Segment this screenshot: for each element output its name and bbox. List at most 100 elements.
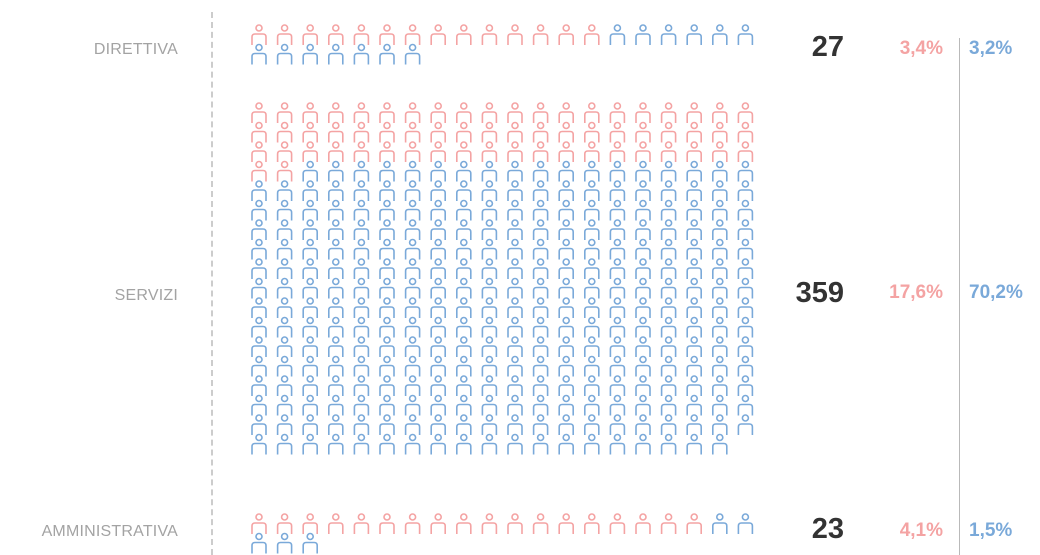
person-icon-women-direttiva [584, 24, 600, 45]
person-icon-men-direttiva [737, 24, 754, 45]
person-icon-men-servizi [456, 433, 472, 455]
pct-men-servizi: 70,2% [969, 282, 1023, 303]
person-icon-men-servizi [712, 277, 728, 299]
person-icon-men-servizi [507, 160, 523, 182]
person-icon-men-servizi [507, 199, 523, 221]
person-icon-men-servizi [302, 355, 318, 377]
person-icon-men-servizi [379, 180, 395, 201]
person-icon-men-servizi [712, 297, 728, 318]
person-icon-men-servizi [686, 160, 702, 182]
person-icon-women-servizi [251, 160, 267, 182]
person-icon-men-servizi [737, 160, 754, 182]
person-icon-men-servizi [302, 219, 318, 240]
person-icon-women-servizi [481, 141, 498, 162]
person-icon-women-amministrativa [507, 513, 523, 534]
person-icon-women-servizi [251, 121, 267, 143]
person-icon-men-servizi [558, 160, 574, 182]
person-icon-men-servizi [302, 180, 318, 201]
person-icon-men-servizi [251, 238, 267, 260]
person-icon-men-servizi [712, 316, 728, 338]
person-icon-men-servizi [584, 199, 600, 221]
person-icon-men-servizi [660, 219, 677, 240]
person-icon-men-servizi [251, 394, 267, 416]
person-icon-men-servizi [353, 394, 370, 416]
person-icon-women-amministrativa [660, 513, 677, 534]
person-icon-men-amministrativa [737, 513, 754, 534]
person-icon-men-servizi [481, 180, 498, 201]
person-icon-men-servizi [353, 297, 370, 318]
person-icon-women-servizi [635, 102, 651, 123]
person-icon-men-direttiva [609, 24, 626, 45]
person-icon-women-servizi [532, 102, 549, 123]
person-icon-women-servizi [456, 121, 472, 143]
person-icon-men-servizi [481, 336, 498, 357]
person-icon-women-amministrativa [481, 513, 498, 534]
total-amministrativa: 23 [811, 513, 844, 545]
person-icon-women-servizi [507, 121, 523, 143]
person-icon-men-servizi [251, 316, 267, 338]
person-icon-men-servizi [430, 297, 446, 318]
person-icon-men-direttiva [635, 24, 651, 45]
person-icon-men-amministrativa [276, 532, 293, 554]
person-icon-women-servizi [328, 141, 344, 162]
person-icon-men-servizi [251, 375, 267, 396]
person-icon-men-servizi [635, 238, 651, 260]
person-icon-men-servizi [481, 199, 498, 221]
person-icon-men-servizi [404, 297, 421, 318]
person-icon-women-servizi [660, 102, 677, 123]
person-icon-men-servizi [507, 336, 523, 357]
person-icon-men-servizi [276, 297, 293, 318]
person-icon-women-servizi [251, 102, 267, 123]
person-icon-women-servizi [635, 121, 651, 143]
person-icon-men-servizi [532, 258, 549, 279]
person-icon-women-servizi [276, 141, 293, 162]
person-icon-men-servizi [276, 336, 293, 357]
person-icon-men-servizi [712, 258, 728, 279]
person-icon-men-servizi [456, 219, 472, 240]
person-icon-men-servizi [353, 336, 370, 357]
person-icon-women-servizi [430, 141, 446, 162]
person-icon-men-servizi [532, 180, 549, 201]
person-icon-men-servizi [532, 394, 549, 416]
person-icon-men-servizi [404, 433, 421, 455]
person-icon-men-servizi [660, 336, 677, 357]
person-icon-men-servizi [609, 414, 626, 435]
person-icon-women-servizi [404, 121, 421, 143]
person-icon-men-servizi [276, 433, 293, 455]
person-icon-men-servizi [635, 258, 651, 279]
person-icon-women-servizi [430, 121, 446, 143]
person-icon-men-servizi [532, 316, 549, 338]
person-icon-men-servizi [379, 336, 395, 357]
person-icon-men-servizi [481, 238, 498, 260]
person-icon-men-servizi [481, 375, 498, 396]
person-icon-women-servizi [660, 121, 677, 143]
person-icon-men-servizi [532, 414, 549, 435]
person-icon-men-direttiva [686, 24, 702, 45]
person-icon-men-direttiva [328, 43, 344, 65]
person-icon-men-servizi [404, 355, 421, 377]
person-icon-women-direttiva [251, 24, 267, 45]
person-icon-women-amministrativa [558, 513, 574, 534]
person-icon-men-servizi [558, 297, 574, 318]
person-icon-men-servizi [737, 414, 754, 435]
person-icon-men-servizi [532, 336, 549, 357]
person-icon-men-servizi [456, 316, 472, 338]
person-icon-men-servizi [712, 219, 728, 240]
person-icon-women-amministrativa [251, 513, 267, 534]
person-icon-men-servizi [328, 199, 344, 221]
person-icon-men-servizi [635, 414, 651, 435]
person-icon-men-servizi [251, 199, 267, 221]
person-icon-men-servizi [302, 297, 318, 318]
person-icon-men-servizi [660, 433, 677, 455]
person-icon-men-direttiva [251, 43, 267, 65]
person-icon-women-servizi [379, 102, 395, 123]
person-icon-men-servizi [328, 180, 344, 201]
person-icon-men-servizi [660, 180, 677, 201]
person-icon-men-servizi [712, 394, 728, 416]
person-icon-men-servizi [456, 238, 472, 260]
person-icon-men-servizi [558, 219, 574, 240]
person-icon-men-direttiva [276, 43, 293, 65]
person-icon-women-servizi [609, 141, 626, 162]
person-icon-women-servizi [456, 141, 472, 162]
person-icon-men-servizi [584, 258, 600, 279]
